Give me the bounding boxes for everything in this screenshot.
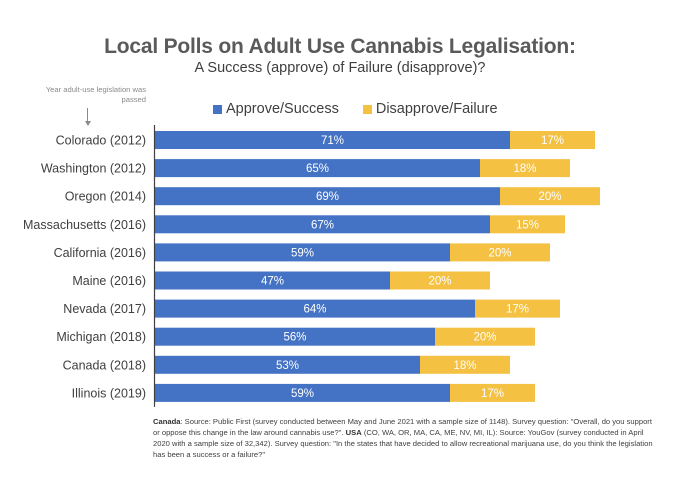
footnote-usa-text: (CO, WA, OR, MA, CA, ME, NV, MI, IL): So… [153, 428, 653, 459]
bar-segment-approve [155, 383, 450, 402]
bar-segment-approve [155, 215, 490, 234]
bar-segment-disapprove [435, 327, 535, 346]
footnote-canada-label: Canada [153, 417, 181, 426]
bar-segment-disapprove [475, 299, 560, 318]
bar-segment-approve [155, 131, 510, 149]
data-label-approve: 53% [276, 360, 299, 372]
bar-segment-approve [155, 159, 480, 178]
data-label-disapprove: 15% [516, 219, 539, 231]
bar-segment-disapprove [510, 131, 595, 149]
bar-segment-approve [155, 271, 390, 290]
data-label-disapprove: 20% [428, 276, 451, 288]
category-label: Canada (2018) [63, 358, 146, 372]
data-label-approve: 59% [291, 388, 314, 400]
annotation-arrow-icon [87, 108, 88, 123]
category-label: Massachusetts (2016) [23, 218, 146, 232]
bar-segment-approve [155, 355, 420, 374]
category-label: Maine (2016) [72, 274, 146, 288]
category-label: Oregon (2014) [65, 190, 146, 204]
data-label-disapprove: 20% [488, 247, 511, 259]
legend-item-approve: Approve/Success [213, 101, 339, 117]
bar-segment-approve [155, 243, 450, 262]
legislation-year-annotation: Year adult-use legislation was passed [45, 85, 146, 104]
data-label-approve: 71% [321, 135, 344, 147]
category-label: Nevada (2017) [63, 302, 146, 316]
data-label-approve: 67% [311, 219, 334, 231]
bar-segment-disapprove [500, 187, 600, 206]
category-label: Colorado (2012) [56, 134, 146, 148]
chart-legend: Approve/Success Disapprove/Failure [213, 101, 522, 117]
bar-segment-approve [155, 327, 435, 346]
bar-segment-disapprove [420, 355, 510, 374]
data-label-disapprove: 18% [513, 163, 536, 175]
legend-item-disapprove: Disapprove/Failure [362, 101, 498, 117]
category-label: Michigan (2018) [56, 330, 146, 344]
annotation-arrowhead-icon [84, 121, 91, 126]
bar-segment-disapprove [390, 271, 490, 290]
footnote-canada-text: : Source: Public First (survey conducted… [153, 417, 652, 437]
bar-segment-approve [155, 299, 475, 318]
chart-title: Local Polls on Adult Use Cannabis Legali… [104, 35, 576, 58]
category-label: California (2016) [54, 246, 146, 260]
legend-label-approve: Approve/Success [226, 101, 339, 117]
data-label-approve: 56% [283, 332, 306, 344]
bar-segment-approve [155, 187, 500, 206]
chart-footnote: Canada: Source: Public First (survey con… [153, 416, 653, 460]
chart-subtitle: A Success (approve) of Failure (disappro… [194, 60, 486, 76]
data-label-approve: 59% [291, 247, 314, 259]
data-label-disapprove: 20% [538, 191, 561, 203]
data-label-disapprove: 17% [481, 388, 504, 400]
data-label-approve: 65% [306, 163, 329, 175]
bar-segment-disapprove [450, 383, 535, 402]
data-label-disapprove: 17% [541, 135, 564, 147]
legend-label-disapprove: Disapprove/Failure [375, 101, 498, 117]
category-label: Illinois (2019) [72, 386, 146, 400]
data-label-approve: 47% [261, 276, 284, 288]
legend-swatch-disapprove [362, 104, 372, 114]
bar-segment-disapprove [480, 159, 570, 178]
category-label: Washington (2012) [41, 162, 146, 176]
legend-swatch-approve [213, 104, 222, 114]
data-label-disapprove: 20% [473, 332, 496, 344]
data-label-disapprove: 18% [453, 360, 476, 372]
bar-segment-disapprove [490, 215, 565, 234]
data-label-approve: 64% [303, 304, 326, 316]
data-label-approve: 69% [316, 191, 339, 203]
bar-segment-disapprove [450, 243, 550, 262]
data-label-disapprove: 17% [506, 304, 529, 316]
footnote-usa-label: USA [345, 428, 362, 437]
